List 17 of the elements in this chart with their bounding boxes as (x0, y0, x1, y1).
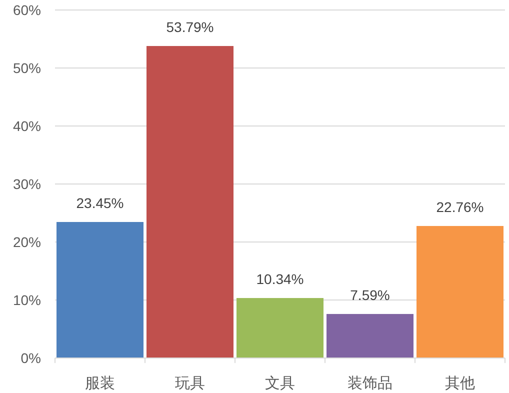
ytick: 40% (12, 118, 41, 134)
ytick: 0% (20, 350, 41, 366)
ytick: 20% (12, 234, 41, 250)
ytick: 10% (12, 292, 41, 308)
data-label: 53.79% (166, 19, 214, 36)
xtick: 玩具 (175, 375, 205, 392)
data-label: 7.59% (350, 286, 390, 303)
xtick: 其他 (445, 375, 475, 392)
data-label: 23.45% (76, 195, 124, 211)
data-label: 10.34% (256, 271, 304, 288)
xtick: 服装 (85, 375, 115, 392)
ytick: 60% (12, 2, 41, 18)
xtick: 装饰品 (348, 375, 392, 392)
data-label: 22.76% (436, 199, 484, 215)
ytick: 50% (12, 60, 41, 76)
xtick: 文具 (265, 375, 295, 392)
ytick: 30% (12, 176, 41, 192)
